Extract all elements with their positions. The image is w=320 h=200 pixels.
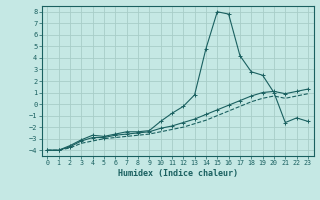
X-axis label: Humidex (Indice chaleur): Humidex (Indice chaleur) bbox=[118, 169, 237, 178]
